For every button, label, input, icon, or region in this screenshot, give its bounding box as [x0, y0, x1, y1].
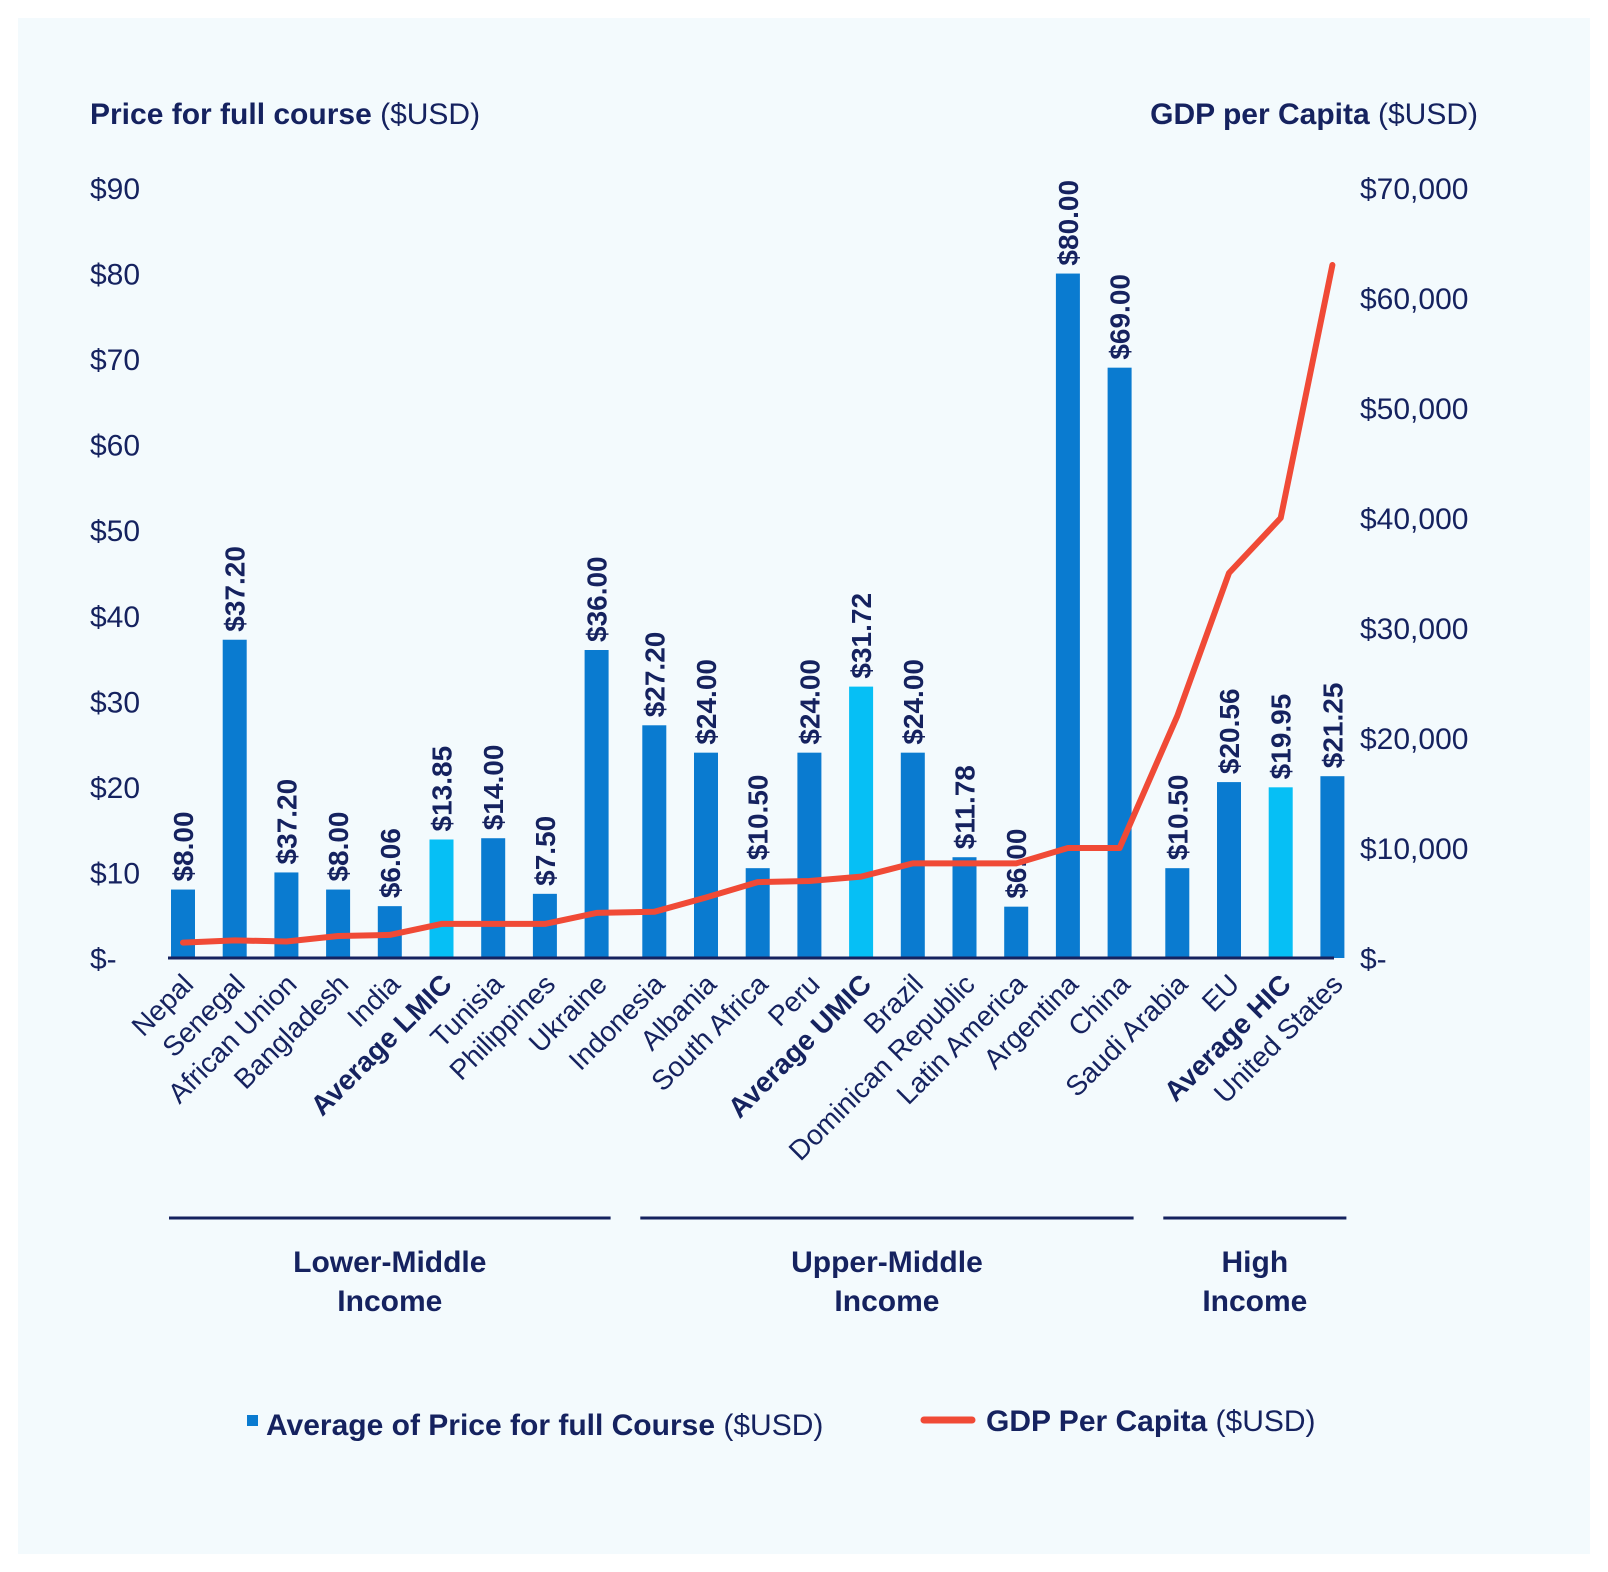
left-tick-label: $-: [90, 943, 117, 976]
bar-value-label: $10.50: [1162, 775, 1193, 861]
axis-titles: Price for full course ($USD) GDP per Cap…: [90, 98, 1478, 131]
bar: [1004, 906, 1029, 958]
bar: [429, 839, 454, 958]
bar-value-labels: $8.00 $37.20 $37.20 $8.00 $6.06 $13.85 $14.00 $…: [168, 180, 1348, 899]
group-label: Income: [337, 1285, 442, 1318]
bar-value-label: $27.20: [639, 632, 670, 718]
bar-value-label: $24.00: [794, 659, 825, 745]
right-tick-label: $60,000: [1360, 283, 1468, 316]
legend-bar-label-unit: ($USD): [715, 1409, 823, 1442]
group-label: Lower-Middle: [293, 1246, 486, 1279]
bar: [900, 752, 925, 958]
left-tick-label: $90: [90, 173, 140, 206]
legend-bar-marker: [247, 1415, 258, 1426]
left-tick-label: $40: [90, 601, 140, 634]
bar: [1217, 782, 1241, 958]
bar-value-label: $24.00: [898, 659, 929, 745]
legend-line-label-unit: ($USD): [1207, 1405, 1315, 1438]
right-axis-title-unit: ($USD): [1370, 98, 1478, 131]
left-tick-label: $50: [90, 515, 140, 548]
bar-value-label: $21.25: [1317, 683, 1348, 769]
bar: [222, 639, 247, 958]
bar: [694, 752, 718, 958]
right-tick-label: $-: [1360, 943, 1387, 976]
bar-value-label: $7.50: [530, 816, 561, 886]
group-label: High: [1222, 1246, 1289, 1279]
group-label: Upper-Middle: [791, 1246, 983, 1279]
left-axis-ticks: $- $10 $20 $30 $40 $50 $60 $70 $80 $90: [90, 173, 140, 976]
bar-value-label: $36.00: [582, 556, 613, 642]
bar-value-label: $10.50: [743, 775, 774, 861]
right-axis-ticks: $- $10,000 $20,000 $30,000 $40,000 $50,000 $60…: [1360, 173, 1468, 976]
bar: [326, 889, 351, 958]
bar-value-label: $19.95: [1266, 694, 1297, 780]
right-axis-title: GDP per Capita ($USD): [1150, 98, 1478, 131]
right-tick-label: $10,000: [1360, 833, 1468, 866]
bar-value-label: $8.00: [323, 811, 354, 881]
left-axis-title-unit: ($USD): [372, 98, 480, 131]
legend: Average of Price for full Course ($USD) …: [247, 1405, 1316, 1442]
legend-bar-label: Average of Price for full Course ($USD): [266, 1409, 823, 1442]
right-axis-title-bold: GDP per Capita: [1150, 98, 1370, 131]
right-tick-label: $40,000: [1360, 503, 1468, 536]
bar: [1055, 273, 1080, 958]
bar-value-label: $14.00: [478, 745, 509, 831]
bar-value-label: $31.72: [846, 593, 877, 679]
legend-line-label: GDP Per Capita ($USD): [986, 1405, 1316, 1438]
right-tick-label: $20,000: [1360, 723, 1468, 756]
left-tick-label: $30: [90, 686, 140, 719]
bar: [952, 857, 977, 958]
bar: [171, 889, 195, 958]
bar: [1165, 868, 1190, 958]
left-tick-label: $20: [90, 772, 140, 805]
right-tick-label: $50,000: [1360, 393, 1468, 426]
bar-value-label: $80.00: [1053, 180, 1084, 266]
left-tick-label: $60: [90, 430, 140, 463]
left-axis-title: Price for full course ($USD): [90, 98, 480, 131]
gdp-series-line: [180, 262, 1336, 946]
bar: [1320, 776, 1345, 958]
left-tick-label: $70: [90, 344, 140, 377]
chart-panel: Price for full course ($USD) GDP per Cap…: [18, 18, 1590, 1554]
bar-value-label: $20.56: [1214, 688, 1245, 774]
bar: [849, 686, 874, 958]
bar-value-label: $37.20: [220, 546, 251, 632]
group-label: Income: [834, 1285, 939, 1318]
bar: [642, 725, 667, 958]
bar-value-label: $6.06: [375, 828, 406, 898]
bar-value-label: $24.00: [691, 659, 722, 745]
bar-value-label: $11.78: [950, 765, 981, 849]
left-tick-label: $10: [90, 857, 140, 890]
bar-value-label: $37.20: [271, 779, 302, 865]
bar: [584, 650, 609, 958]
left-tick-label: $80: [90, 259, 140, 292]
legend-line-label-bold: GDP Per Capita: [986, 1405, 1208, 1438]
bar-value-label: $13.85: [427, 746, 458, 832]
left-axis-title-bold: Price for full course: [90, 98, 372, 131]
bar: [797, 752, 822, 958]
gdp-price-chart: Price for full course ($USD) GDP per Cap…: [90, 98, 1478, 1442]
bar: [481, 838, 506, 958]
bar: [1107, 367, 1132, 959]
bar: [274, 872, 299, 958]
income-groups: Lower-Middle Income Upper-Middle Income High…: [169, 1216, 1347, 1318]
bar: [1268, 787, 1293, 958]
right-tick-label: $70,000: [1360, 173, 1468, 206]
group-label: Income: [1202, 1285, 1307, 1318]
right-tick-label: $30,000: [1360, 613, 1468, 646]
bar-value-label: $69.00: [1105, 274, 1136, 360]
bar-value-label: $8.00: [168, 811, 199, 881]
legend-bar-label-bold: Average of Price for full Course: [266, 1409, 715, 1442]
